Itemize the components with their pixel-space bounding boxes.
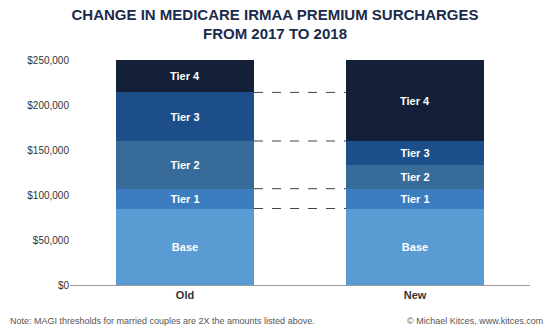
svg-text:Tier 1: Tier 1 <box>170 193 199 205</box>
svg-text:$200,000: $200,000 <box>27 100 69 111</box>
svg-text:Base: Base <box>402 241 428 253</box>
svg-text:Tier 4: Tier 4 <box>400 95 430 107</box>
svg-text:Tier 2: Tier 2 <box>170 159 199 171</box>
svg-text:CHANGE IN MEDICARE IRMAA PREMI: CHANGE IN MEDICARE IRMAA PREMIUM SURCHAR… <box>72 6 479 43</box>
svg-text:Old: Old <box>176 289 194 301</box>
svg-text:$100,000: $100,000 <box>27 190 69 201</box>
svg-text:$250,000: $250,000 <box>27 55 69 66</box>
svg-text:New: New <box>404 289 427 301</box>
svg-text:Tier 1: Tier 1 <box>400 193 429 205</box>
svg-text:Note: MAGI thresholds for marr: Note: MAGI thresholds for married couple… <box>10 316 315 326</box>
svg-text:Tier 3: Tier 3 <box>170 111 199 123</box>
svg-text:Tier 4: Tier 4 <box>170 70 200 82</box>
svg-text:$50,000: $50,000 <box>33 235 70 246</box>
svg-text:Base: Base <box>172 241 198 253</box>
svg-text:© Michael Kitces, www.kitces.c: © Michael Kitces, www.kitces.com <box>407 316 543 326</box>
svg-text:$150,000: $150,000 <box>27 145 69 156</box>
svg-text:$0: $0 <box>58 280 70 291</box>
svg-text:Tier 2: Tier 2 <box>400 171 429 183</box>
svg-text:Tier 3: Tier 3 <box>400 147 429 159</box>
